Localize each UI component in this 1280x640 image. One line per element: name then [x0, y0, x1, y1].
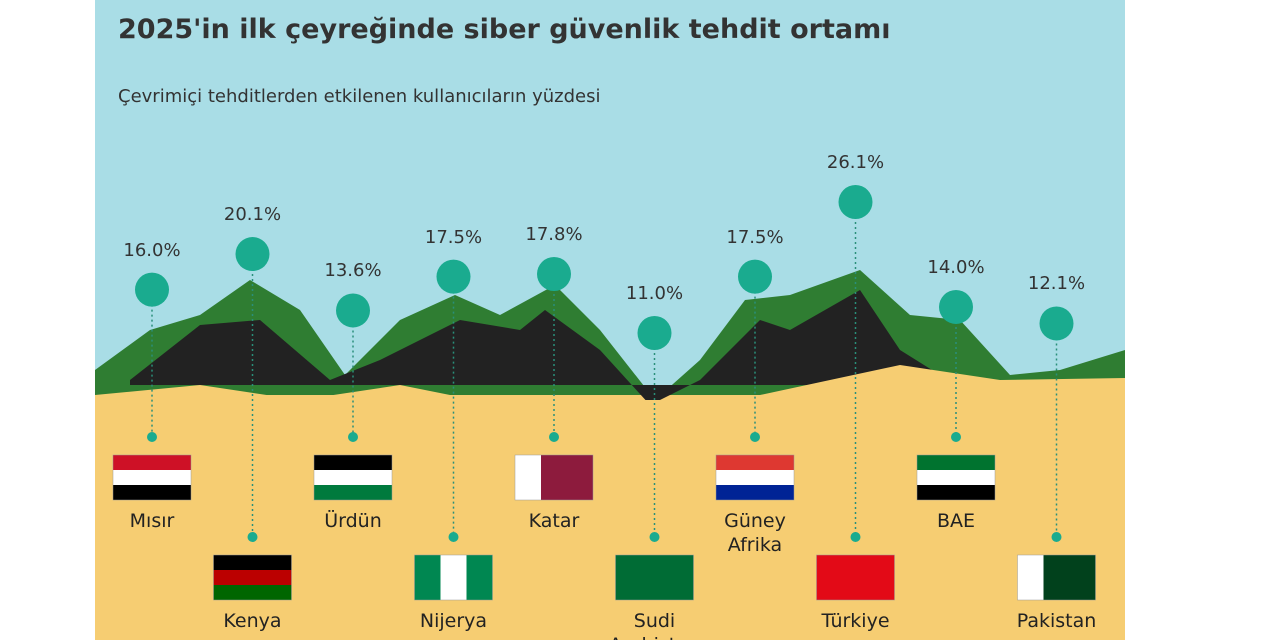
leader-dot: [649, 532, 660, 542]
data-dot: [637, 316, 672, 350]
data-dot: [838, 185, 873, 219]
flag-stripe: [314, 455, 392, 470]
country-label: Nijerya: [419, 610, 488, 632]
value-label: 13.6%: [324, 260, 382, 282]
flag-border: [213, 554, 292, 601]
flag-stripe: [414, 555, 441, 600]
flag-stripe: [466, 555, 493, 600]
country-label: Katar: [528, 510, 580, 532]
flag-stripe: [615, 555, 694, 570]
flag-stripe: [314, 485, 392, 500]
data-dot: [135, 272, 169, 307]
flag-border: [615, 554, 694, 601]
flag-border: [715, 454, 795, 501]
data-dot: [336, 293, 370, 328]
flag-stripe: [816, 570, 895, 585]
country-label: Güney Afrika: [724, 510, 786, 556]
leader-dot: [951, 432, 961, 442]
leader-dot: [147, 432, 157, 442]
chart-subtitle: Çevrimiçi tehditlerden etkilenen kullanı…: [118, 86, 601, 107]
flag-border: [414, 554, 493, 601]
flag-border: [1017, 554, 1096, 601]
flag-stripe: [716, 470, 794, 485]
country-label: Kenya: [223, 610, 282, 632]
flag-stripe: [615, 585, 694, 600]
flag-stripe: [541, 455, 567, 500]
flag-stripe: [213, 570, 292, 585]
leader-dot: [850, 532, 861, 542]
flag-border: [816, 554, 895, 601]
flag-stripe: [917, 470, 995, 485]
flag-stripe: [113, 470, 191, 485]
leader-dot: [448, 532, 459, 542]
value-label: 17.5%: [726, 226, 784, 248]
flag-stripe: [716, 485, 794, 500]
flag-stripe: [716, 455, 794, 470]
flag-stripe: [567, 455, 593, 500]
value-label: 26.1%: [826, 152, 885, 173]
flag-stripe: [816, 555, 895, 570]
data-dot: [537, 257, 571, 292]
flag-stripe: [1069, 555, 1096, 600]
flag-stripe: [615, 570, 694, 585]
leader-dot: [247, 532, 258, 542]
flag-stripe: [113, 455, 191, 470]
data-dot: [738, 259, 772, 294]
leader-dot: [549, 432, 559, 442]
flag-stripe: [1043, 555, 1070, 600]
value-label: 20.1%: [223, 204, 282, 226]
value-label: 14.0%: [927, 256, 985, 278]
flag-stripe: [917, 485, 995, 500]
leader-dot: [750, 432, 760, 442]
data-dot: [939, 289, 973, 324]
country-label: Türkiye: [821, 610, 890, 632]
flag-border: [916, 454, 996, 501]
flag-border: [313, 454, 393, 501]
flag-border: [112, 454, 192, 501]
sand-edge: [95, 365, 1125, 405]
country-label: Mısır: [129, 510, 175, 532]
flag-stripe: [113, 485, 191, 500]
flag-stripe: [314, 470, 392, 485]
flag-stripe: [1017, 555, 1044, 600]
flag-border: [514, 454, 594, 501]
mountain-shadow: [130, 290, 980, 405]
data-dot: [235, 237, 270, 272]
flag-stripe: [816, 585, 895, 600]
country-label: Ürdün: [324, 510, 382, 532]
flag-stripe: [515, 455, 541, 500]
value-label: 12.1%: [1027, 273, 1086, 295]
value-label: 17.8%: [525, 224, 583, 245]
value-label: 11.0%: [625, 283, 684, 304]
flag-stripe: [917, 455, 995, 470]
flag-stripe: [213, 585, 292, 600]
chart-title: 2025'in ilk çeyreğinde siber güvenlik te…: [118, 14, 891, 45]
country-label: Sudi Arabistan: [609, 610, 700, 640]
value-label: 17.5%: [424, 226, 483, 248]
value-label: 16.0%: [123, 239, 181, 261]
leader-dot: [348, 432, 358, 442]
country-label: Pakistan: [1016, 610, 1097, 632]
data-dot: [436, 259, 471, 294]
flag-stripe: [440, 555, 467, 600]
leader-dot: [1051, 532, 1062, 542]
country-label: BAE: [936, 510, 976, 532]
flag-stripe: [213, 555, 292, 570]
data-dot: [1039, 306, 1074, 341]
